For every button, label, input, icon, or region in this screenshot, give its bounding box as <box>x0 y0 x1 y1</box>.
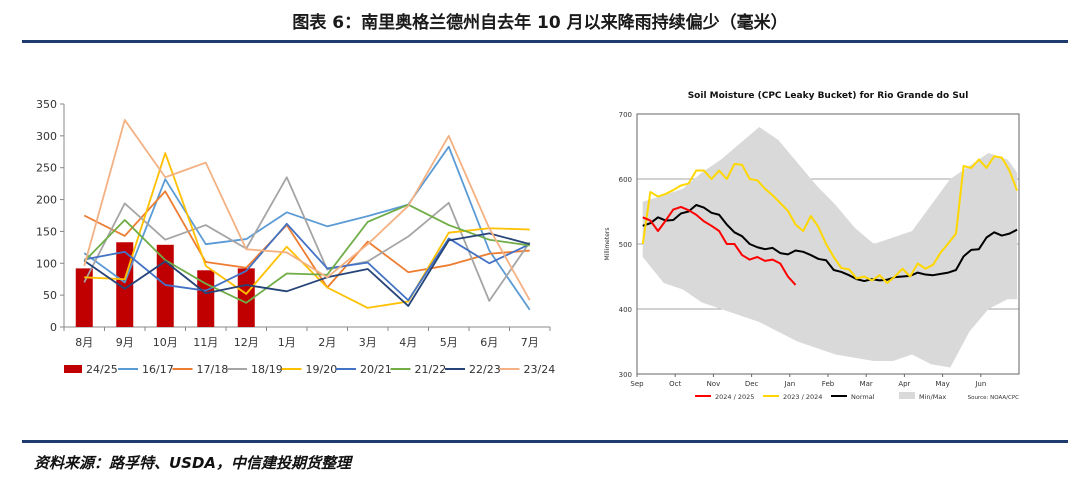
series-line-20232024 <box>641 155 1019 284</box>
x-tick-label: 9月 <box>116 336 134 349</box>
chart-title: Soil Moisture (CPC Leaky Bucket) for Rio… <box>688 91 969 101</box>
x-tick-label: Oct <box>669 380 681 388</box>
y-tick-label: 0 <box>50 321 57 334</box>
legend-label: 19/20 <box>306 363 338 376</box>
legend-label: 24/25 <box>86 363 118 376</box>
y-tick-label: 350 <box>36 98 57 111</box>
bar-24-25 <box>237 268 255 327</box>
legend-label: 22/23 <box>469 363 501 376</box>
y-tick-label: 150 <box>36 225 57 238</box>
series-line-18-19 <box>83 176 531 302</box>
legend-label: 18/19 <box>251 363 283 376</box>
x-tick-label: Jan <box>783 380 795 388</box>
source-note: 资料来源：路孚特、USDA，中信建投期货整理 <box>34 454 352 472</box>
series-line-Normal <box>642 204 1018 283</box>
y-tick-label: 300 <box>36 130 57 143</box>
source-note-small: Source: NOAA/CPC <box>968 395 1020 401</box>
series-line-20-21 <box>84 222 531 302</box>
x-tick-label: May <box>935 380 949 388</box>
legend-label: 20/21 <box>360 363 392 376</box>
minmax-band <box>642 127 1018 368</box>
x-tick-label: 1月 <box>278 336 296 349</box>
y-axis-title: Millimeters <box>604 227 611 260</box>
x-tick-label: 2月 <box>318 336 336 349</box>
y-tick-label: 250 <box>36 162 57 175</box>
top-rule <box>22 40 1068 43</box>
x-tick-label: 12月 <box>234 336 259 349</box>
y-tick-label: 600 <box>619 176 632 184</box>
legend-label: Min/Max <box>919 393 946 401</box>
right-soil-moisture-chart: Soil Moisture (CPC Leaky Bucket) for Rio… <box>604 91 1020 401</box>
bar-24-25 <box>75 268 93 327</box>
series-line-22-23 <box>83 232 530 307</box>
series-line-20242025 <box>642 205 797 286</box>
legend-swatch <box>899 392 915 399</box>
legend-swatch <box>64 365 82 373</box>
series-line-21-22 <box>83 203 530 304</box>
x-tick-label: 7月 <box>521 336 539 349</box>
x-tick-label: Sep <box>630 380 644 388</box>
x-tick-label: Mar <box>860 380 873 388</box>
legend-label: 21/22 <box>415 363 447 376</box>
series-line-17-18 <box>83 190 530 289</box>
legend-label: 2024 / 2025 <box>715 393 754 401</box>
y-tick-label: 500 <box>619 241 632 249</box>
legend-label: 23/24 <box>524 363 556 376</box>
legend-label: 2023 / 2024 <box>783 393 822 401</box>
y-tick-label: 100 <box>36 257 57 270</box>
x-tick-label: 8月 <box>75 336 93 349</box>
bottom-rule <box>22 440 1068 443</box>
legend-label: 16/17 <box>142 363 174 376</box>
x-tick-label: Jun <box>974 380 986 388</box>
x-tick-label: 6月 <box>480 336 498 349</box>
x-tick-label: Nov <box>707 380 721 388</box>
x-tick-label: 5月 <box>440 336 458 349</box>
x-tick-label: Apr <box>898 380 910 388</box>
legend-label: Normal <box>851 393 875 401</box>
series-line-19-20 <box>84 152 530 309</box>
x-tick-label: 4月 <box>399 336 417 349</box>
legend-label: 17/18 <box>197 363 229 376</box>
y-tick-label: 50 <box>43 289 57 302</box>
bar-24-25 <box>197 270 215 327</box>
left-rainfall-chart: 0 50 100 150 200 250 300 350 8月 9月 10月 11月 12月 1月 2月 3月… <box>36 98 556 376</box>
x-tick-label: Dec <box>745 380 759 388</box>
x-tick-label: 3月 <box>359 336 377 349</box>
y-tick-label: 200 <box>36 194 57 207</box>
x-tick-label: 10月 <box>153 336 178 349</box>
y-tick-label: 700 <box>619 111 632 119</box>
x-tick-label: 11月 <box>193 336 218 349</box>
y-tick-label: 300 <box>619 371 632 379</box>
page-title: 图表 6：南里奥格兰德州自去年 10 月以来降雨持续偏少（毫米） <box>292 13 788 33</box>
series-line-23-24 <box>83 119 531 301</box>
x-tick-label: Feb <box>822 380 835 388</box>
y-tick-label: 400 <box>619 306 632 314</box>
series-line-16-17 <box>83 145 531 311</box>
